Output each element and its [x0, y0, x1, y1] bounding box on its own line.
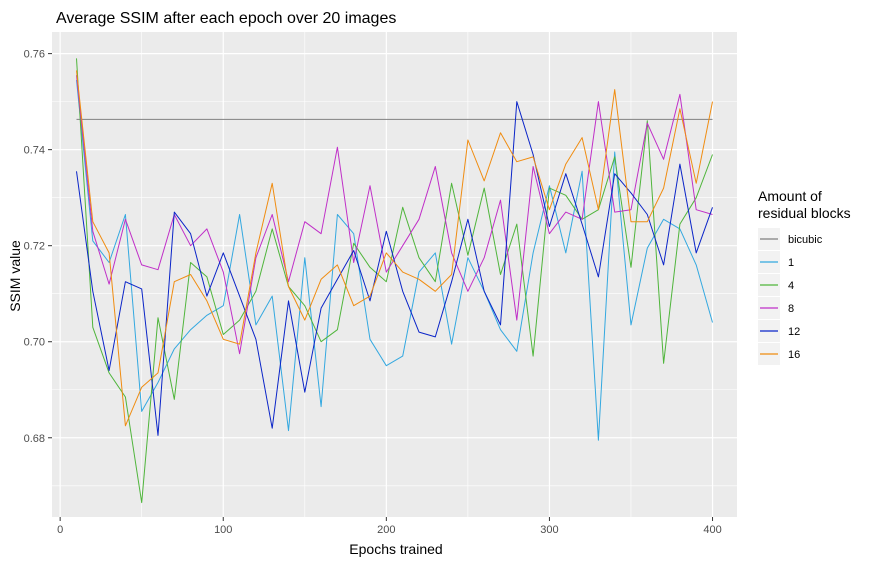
series-line-16	[76, 70, 713, 427]
axes: 0 100 200 300 400 0.68 0.70 0.72 0.74 0.76	[24, 49, 722, 536]
minor-gridlines	[52, 32, 737, 517]
y-tick-label: 0.70	[24, 337, 45, 349]
series-line-1	[76, 79, 713, 441]
legend-label: bicubic	[788, 234, 823, 246]
legend-item-4: 4	[758, 274, 794, 296]
plot-panel	[52, 32, 737, 517]
legend-label: 1	[788, 257, 794, 269]
series-line-4	[76, 58, 713, 504]
legend-item-bicubic: bicubic	[758, 228, 823, 250]
y-tick-label: 0.74	[24, 145, 45, 157]
y-tick-label: 0.68	[24, 433, 45, 445]
legend-label: 12	[788, 326, 800, 338]
y-axis-label: SSIM value	[7, 240, 23, 312]
y-tick-label: 0.72	[24, 241, 45, 253]
legend-label: 16	[788, 349, 800, 361]
legend-label: 8	[788, 303, 794, 315]
series-line-12	[76, 101, 713, 436]
legend-title-line-2: residual blocks	[758, 205, 851, 221]
x-tick-label: 400	[703, 524, 721, 536]
legend-label: 4	[788, 280, 794, 292]
legend-item-16: 16	[758, 343, 800, 365]
chart-title: Average SSIM after each epoch over 20 im…	[56, 10, 396, 27]
legend-item-8: 8	[758, 297, 794, 319]
series-line-8	[76, 75, 713, 355]
x-tick-label: 100	[214, 524, 232, 536]
x-tick-label: 0	[57, 524, 63, 536]
series-layer	[76, 58, 713, 504]
legend-items: bicubic 1 4 8 12 16	[758, 228, 823, 365]
x-tick-label: 300	[540, 524, 558, 536]
x-axis-label: Epochs trained	[349, 541, 442, 557]
legend-item-12: 12	[758, 320, 800, 342]
legend-title-line-1: Amount of	[758, 188, 822, 204]
legend: Amount of residual blocks bicubic 1 4 8 12 16	[758, 188, 851, 365]
legend-item-1: 1	[758, 251, 794, 273]
y-tick-label: 0.76	[24, 49, 45, 61]
x-tick-label: 200	[377, 524, 395, 536]
